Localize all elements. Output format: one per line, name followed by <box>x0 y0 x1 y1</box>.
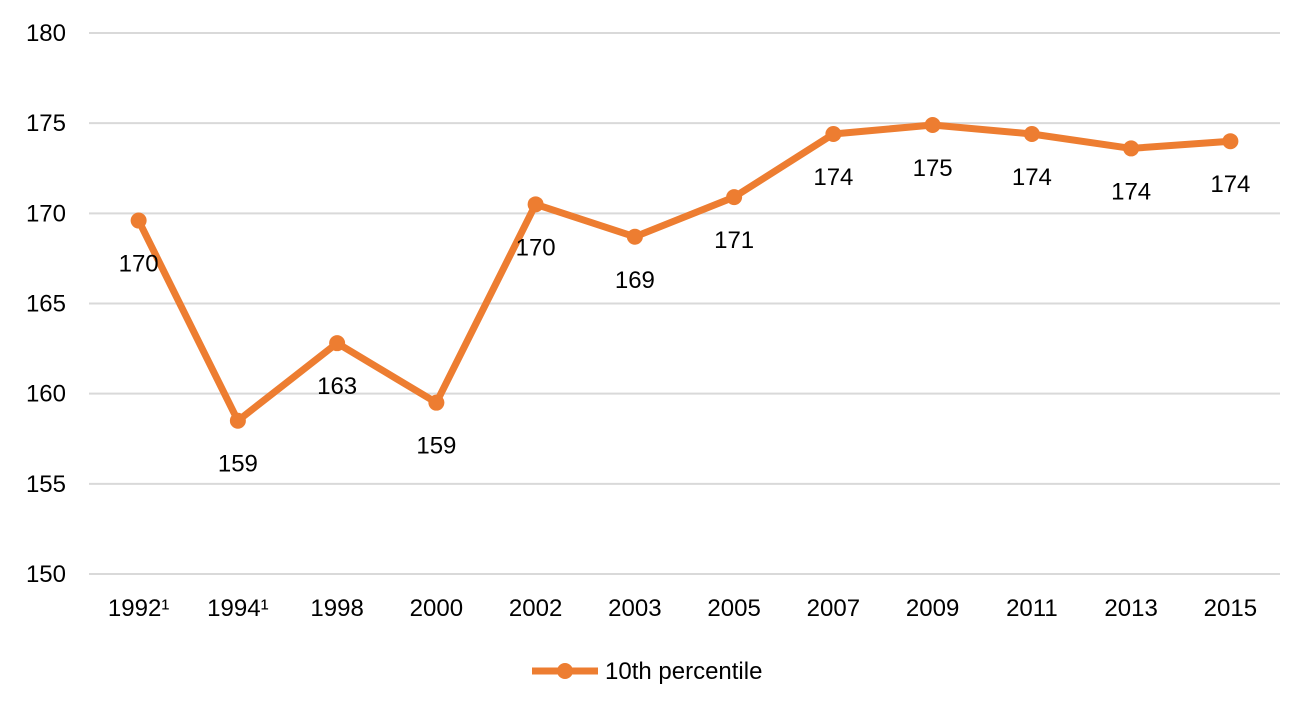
x-tick-label: 2015 <box>1204 595 1257 622</box>
y-axis: 150 155 160 165 170 175 180 <box>26 20 66 588</box>
data-point <box>428 394 445 411</box>
data-label: 169 <box>615 267 655 294</box>
x-tick-label: 2000 <box>410 595 463 622</box>
x-tick-label: 2011 <box>1006 595 1058 622</box>
data-label: 159 <box>416 433 456 460</box>
x-tick-label: 2005 <box>707 595 760 622</box>
data-label: 171 <box>714 227 754 254</box>
y-tick-label: 150 <box>26 561 66 588</box>
x-tick-label: 2002 <box>509 595 562 622</box>
data-point <box>1123 140 1140 157</box>
data-label: 174 <box>1111 178 1151 205</box>
x-tick-label: 1998 <box>310 595 363 622</box>
y-tick-label: 175 <box>26 110 66 137</box>
y-tick-label: 160 <box>26 381 66 408</box>
data-label: 174 <box>813 164 853 191</box>
x-tick-label: 2003 <box>608 595 661 622</box>
data-point <box>626 228 643 245</box>
data-point <box>1222 133 1239 150</box>
x-tick-label: 2009 <box>906 595 959 622</box>
data-label: 174 <box>1210 171 1250 198</box>
y-tick-label: 155 <box>26 471 66 498</box>
data-point <box>1023 125 1040 142</box>
data-point <box>726 189 743 206</box>
data-point <box>130 212 147 229</box>
gridlines <box>89 32 1280 575</box>
data-label: 170 <box>119 251 159 278</box>
data-label: 159 <box>218 451 258 478</box>
data-point <box>229 412 246 429</box>
legend: 10th percentile <box>532 658 762 685</box>
series-10th-percentile: 170 159 163 159 170 169 171 174 175 174 174 174 <box>119 116 1250 478</box>
x-tick-label: 2013 <box>1104 595 1157 622</box>
data-label: 163 <box>317 373 357 400</box>
legend-label: 10th percentile <box>605 658 762 685</box>
legend-point-marker <box>557 663 573 679</box>
x-axis: 1992¹ 1994¹ 1998 2000 2002 2003 2005 2007 2009 20… <box>108 595 1257 622</box>
data-label: 170 <box>516 234 556 261</box>
y-tick-label: 180 <box>26 20 66 47</box>
series-line <box>135 121 1234 425</box>
data-point <box>527 196 544 213</box>
x-tick-label: 1994¹ <box>207 595 268 622</box>
y-tick-label: 170 <box>26 200 66 227</box>
data-label: 175 <box>913 155 953 182</box>
data-point <box>825 125 842 142</box>
x-tick-label: 1992¹ <box>108 595 169 622</box>
data-point <box>329 335 346 352</box>
y-tick-label: 165 <box>26 291 66 318</box>
x-tick-label: 2007 <box>807 595 860 622</box>
data-point <box>924 116 941 133</box>
data-label: 174 <box>1012 164 1052 191</box>
